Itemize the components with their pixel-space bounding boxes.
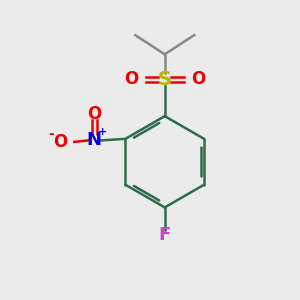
Text: O: O [53, 133, 68, 151]
Text: F: F [159, 226, 171, 244]
Text: N: N [87, 131, 102, 149]
Text: S: S [158, 70, 172, 89]
Text: -: - [48, 127, 54, 141]
Text: O: O [87, 105, 101, 123]
Text: O: O [124, 70, 139, 88]
Text: O: O [191, 70, 205, 88]
Text: +: + [98, 127, 107, 137]
